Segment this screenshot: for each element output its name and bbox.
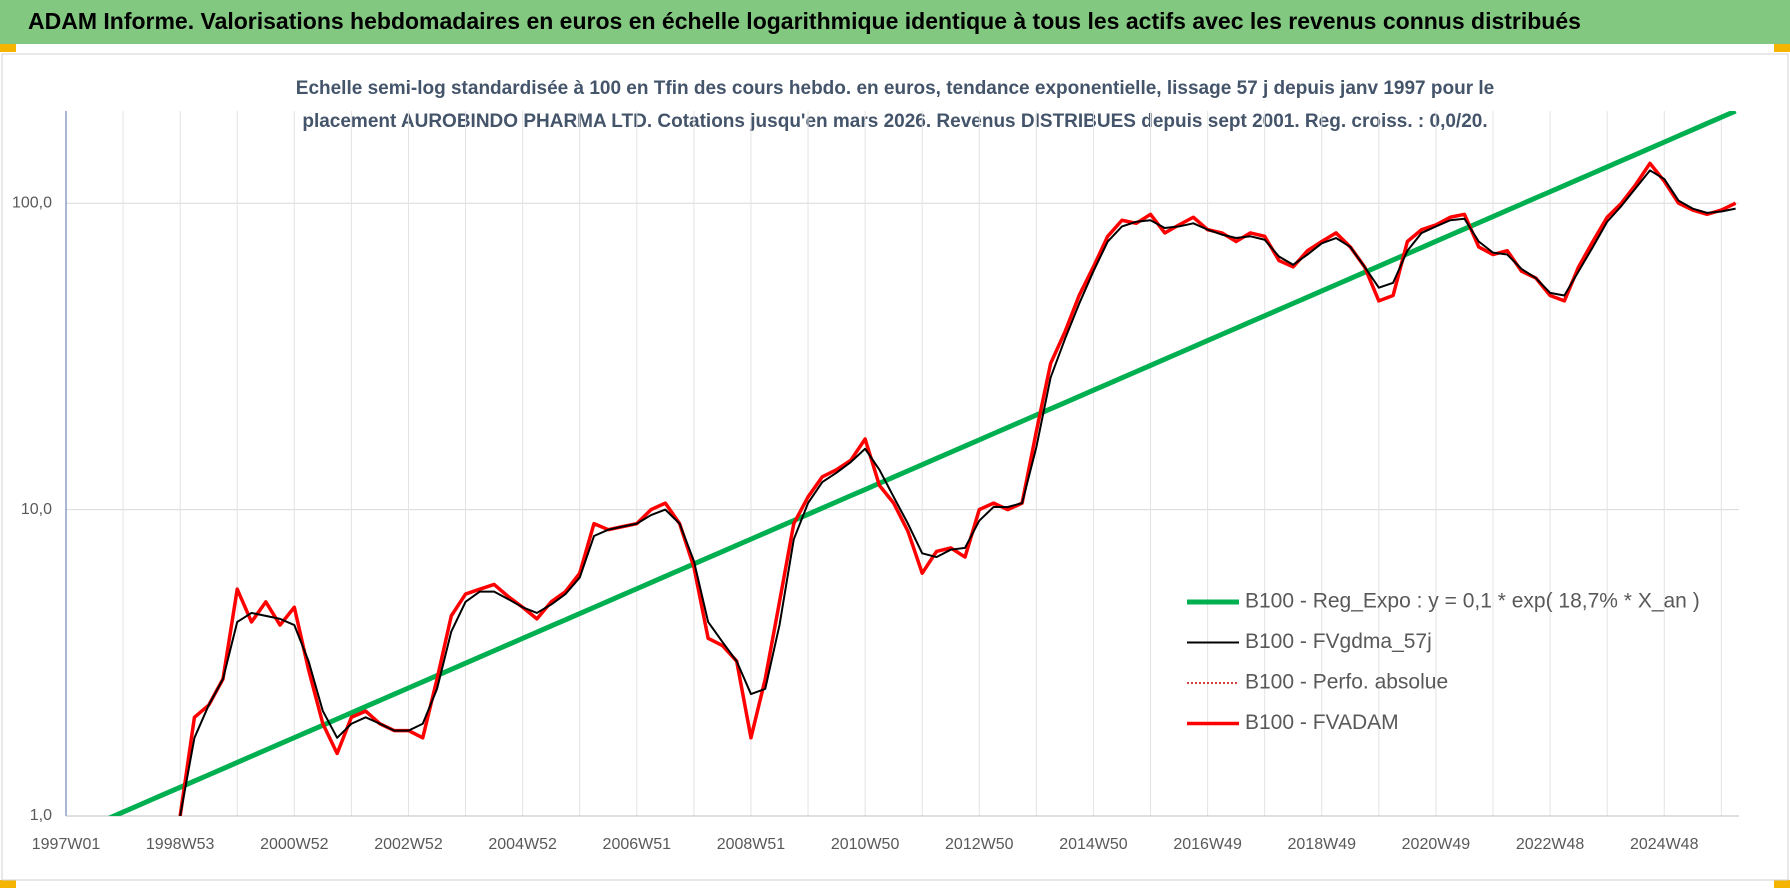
corner-mark <box>0 44 16 52</box>
series-line <box>179 169 1736 816</box>
x-tick-label: 2004W52 <box>488 836 557 853</box>
series-line <box>178 161 1737 816</box>
x-tick-label: 2018W49 <box>1288 836 1357 853</box>
plot-area <box>107 111 1737 816</box>
legend-label: B100 - Perfo. absolue <box>1245 671 1448 694</box>
corner-mark <box>1774 44 1790 52</box>
x-tick-label: 2016W49 <box>1173 836 1242 853</box>
y-tick-label: 1,0 <box>30 807 52 824</box>
y-tick-label: 100,0 <box>12 194 52 211</box>
chart-subtitle: Echelle semi-log standardisée à 100 en T… <box>296 78 1494 99</box>
x-tick-label: 2024W48 <box>1630 836 1699 853</box>
x-tick-label: 2006W51 <box>603 836 672 853</box>
corner-mark <box>1774 880 1790 888</box>
legend-label: B100 - FVADAM <box>1245 711 1399 734</box>
legend-label: B100 - FVgdma_57j <box>1245 630 1432 653</box>
x-tick-label: 2012W50 <box>945 836 1014 853</box>
header-bar <box>0 0 1790 44</box>
x-tick-label: 2010W50 <box>831 836 900 853</box>
x-tick-label: 2014W50 <box>1059 836 1128 853</box>
x-tick-label: 2008W51 <box>717 836 786 853</box>
chart-border <box>1 53 1789 881</box>
x-tick-label: 2000W52 <box>260 836 329 853</box>
x-tick-label: 2002W52 <box>374 836 443 853</box>
y-tick-label: 10,0 <box>21 501 52 518</box>
x-tick-label: 2020W49 <box>1402 836 1471 853</box>
x-tick-label: 1998W53 <box>146 836 215 853</box>
legend-label: B100 - Reg_Expo : y = 0,1 * exp( 18,7% *… <box>1245 590 1700 613</box>
page-title: ADAM Informe. Valorisations hebdomadaire… <box>28 8 1581 34</box>
series-line <box>107 111 1737 816</box>
x-tick-label: 1997W01 <box>32 836 101 853</box>
chart-subtitle: placement AUROBINDO PHARMA LTD. Cotation… <box>302 111 1487 132</box>
x-tick-label: 2022W48 <box>1516 836 1585 853</box>
corner-mark <box>0 880 16 888</box>
